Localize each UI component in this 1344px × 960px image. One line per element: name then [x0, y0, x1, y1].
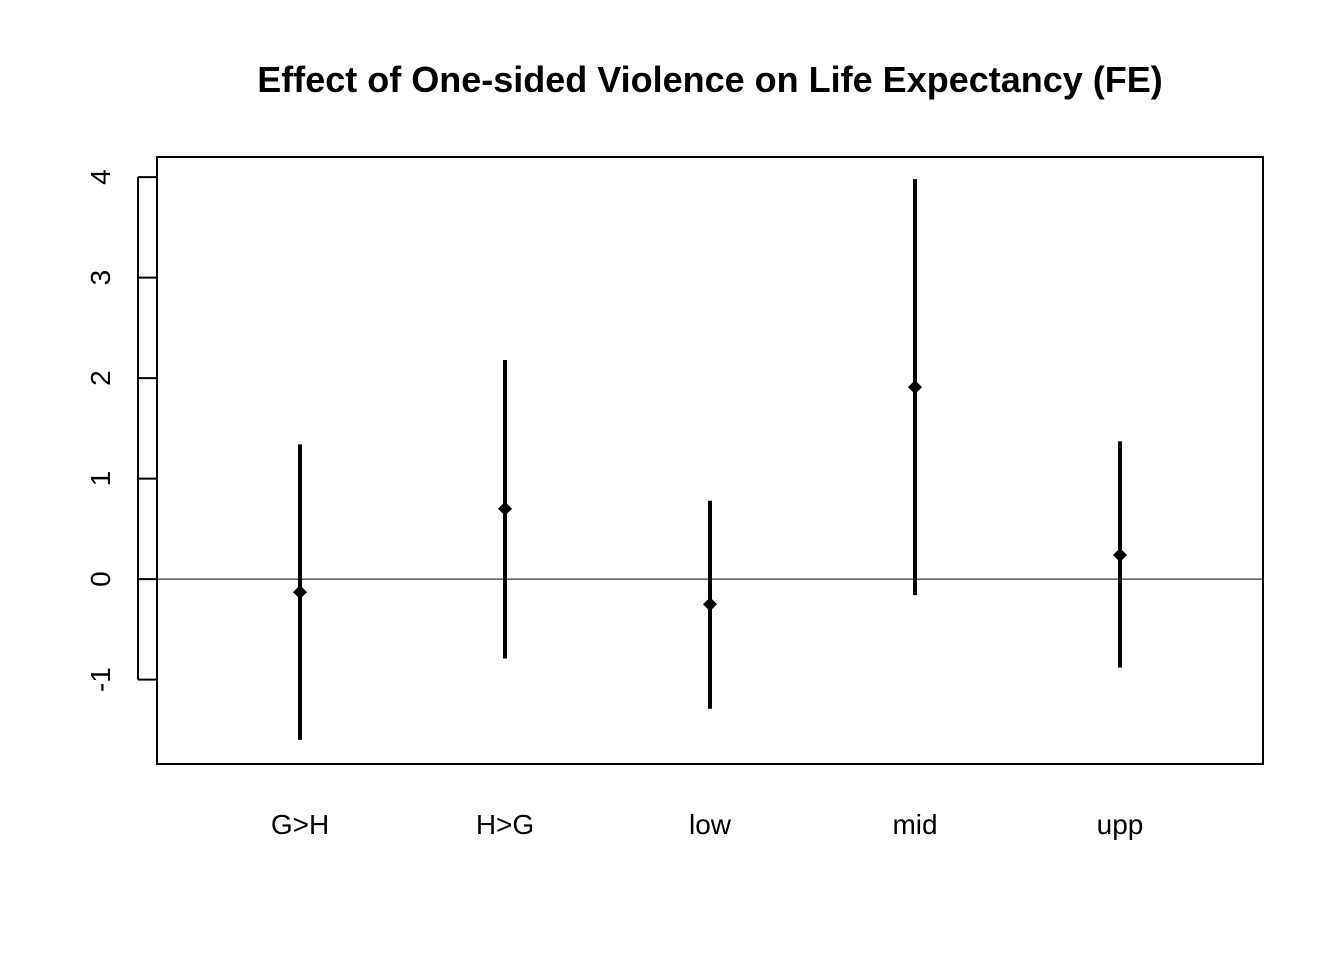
x-category-label: H>G [476, 809, 534, 840]
point-estimate [703, 597, 717, 612]
error-bars [293, 179, 1127, 740]
x-category-label: low [689, 809, 732, 840]
point-estimate [908, 380, 922, 395]
y-axis: -1 0 1 2 3 4 [85, 169, 157, 692]
y-tick-label: 4 [85, 169, 116, 185]
y-tick-label: 2 [85, 370, 116, 386]
x-category-label: G>H [271, 809, 329, 840]
chart-title: Effect of One-sided Violence on Life Exp… [257, 59, 1163, 100]
x-axis-labels: G>H H>G low mid upp [271, 809, 1144, 840]
y-tick-label: -1 [85, 667, 116, 692]
y-tick-label: 1 [85, 471, 116, 487]
point-estimate [293, 585, 307, 600]
point-estimate [1113, 547, 1127, 562]
x-category-label: mid [892, 809, 937, 840]
plot-frame [156, 156, 1264, 765]
point-estimate [498, 501, 512, 516]
y-tick-label: 3 [85, 270, 116, 286]
y-tick-label: 0 [85, 571, 116, 587]
x-category-label: upp [1097, 809, 1144, 840]
